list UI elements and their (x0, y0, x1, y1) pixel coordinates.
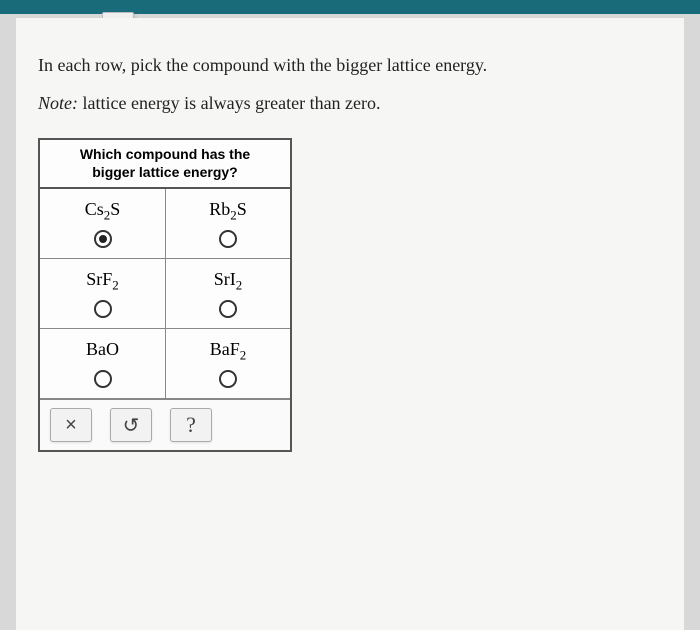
instruction-text: In each row, pick the compound with the … (38, 52, 662, 79)
page-content: In each row, pick the compound with the … (16, 18, 684, 630)
reset-button[interactable]: ↺ (110, 408, 152, 442)
reset-icon: ↺ (123, 413, 140, 438)
compound-label: BaO (40, 329, 165, 366)
radio-option[interactable] (94, 230, 112, 248)
compound-label: SrF2 (40, 259, 165, 296)
radio-option[interactable] (94, 300, 112, 318)
compound-label: BaF2 (166, 329, 290, 366)
radio-option[interactable] (94, 370, 112, 388)
header-line-1: Which compound has the (80, 146, 250, 162)
radio-option[interactable] (219, 230, 237, 248)
note-prefix: Note: (38, 93, 78, 113)
compound-label: Rb2S (166, 189, 290, 226)
table-row: Cs2S Rb2S (40, 189, 290, 259)
cell-right: BaF2 (165, 329, 290, 398)
note-text: Note: lattice energy is always greater t… (38, 93, 662, 114)
compound-label: Cs2S (40, 189, 165, 226)
cell-left: Cs2S (40, 189, 165, 258)
cell-left: BaO (40, 329, 165, 398)
cell-left: SrF2 (40, 259, 165, 328)
close-button[interactable]: × (50, 408, 92, 442)
header-line-2: bigger lattice energy? (92, 164, 237, 180)
radio-option[interactable] (219, 300, 237, 318)
table-row: BaO BaF2 (40, 329, 290, 399)
action-button-row: × ↺ ? (40, 399, 290, 450)
help-icon: ? (186, 412, 196, 438)
table-header: Which compound has the bigger lattice en… (40, 140, 290, 189)
cell-right: SrI2 (165, 259, 290, 328)
help-button[interactable]: ? (170, 408, 212, 442)
question-table: Which compound has the bigger lattice en… (38, 138, 292, 452)
cell-right: Rb2S (165, 189, 290, 258)
radio-option[interactable] (219, 370, 237, 388)
note-body: lattice energy is always greater than ze… (78, 93, 381, 113)
compound-label: SrI2 (166, 259, 290, 296)
close-icon: × (65, 414, 77, 437)
table-row: SrF2 SrI2 (40, 259, 290, 329)
